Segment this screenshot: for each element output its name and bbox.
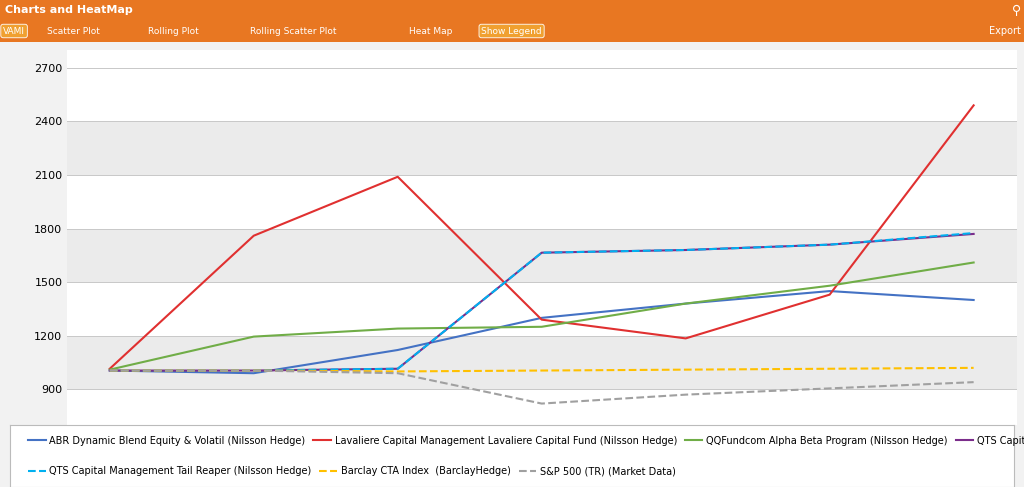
Line: QTS Capital Management Chimera (Nilsson Hedge): QTS Capital Management Chimera (Nilsson … (110, 234, 974, 371)
QQFundcom Alpha Beta Program (Nilsson Hedge) (103, 367, 116, 373)
S&P 500 (TR) (Market Data) (391, 370, 403, 376)
Line: ABR Dynamic Blend Equity & Volatil (Nilsson Hedge): ABR Dynamic Blend Equity & Volatil (Nils… (110, 291, 974, 373)
QTS Capital Management Chimera (Nilsson Hedge) (248, 368, 260, 374)
QTS Capital Management Tail Reaper (Nilsson Hedge) (103, 368, 116, 374)
QQFundcom Alpha Beta Program (Nilsson Hedge) (823, 283, 836, 289)
Barclay CTA Index  (BarclayHedge) (391, 369, 403, 375)
S&P 500 (TR) (Market Data) (536, 401, 548, 407)
ABR Dynamic Blend Equity & Volatil (Nilsson Hedge) (823, 288, 836, 294)
Barclay CTA Index  (BarclayHedge) (248, 368, 260, 374)
Barclay CTA Index  (BarclayHedge) (680, 367, 692, 373)
QTS Capital Management Chimera (Nilsson Hedge) (823, 242, 836, 247)
ABR Dynamic Blend Equity & Volatil (Nilsson Hedge) (680, 300, 692, 306)
QTS Capital Management Tail Reaper (Nilsson Hedge) (680, 247, 692, 253)
QTS Capital Management Chimera (Nilsson Hedge) (680, 247, 692, 253)
Lavaliere Capital Management Lavaliere Capital Fund (Nilsson Hedge) (680, 336, 692, 341)
QTS Capital Management Tail Reaper (Nilsson Hedge) (536, 250, 548, 256)
Text: Scatter Plot: Scatter Plot (47, 26, 100, 36)
QQFundcom Alpha Beta Program (Nilsson Hedge) (248, 334, 260, 339)
QTS Capital Management Tail Reaper (Nilsson Hedge) (248, 368, 260, 374)
QTS Capital Management Chimera (Nilsson Hedge) (391, 366, 403, 372)
QTS Capital Management Tail Reaper (Nilsson Hedge) (968, 230, 980, 236)
Bar (67, 336, 1017, 389)
S&P 500 (TR) (Market Data) (823, 386, 836, 392)
Lavaliere Capital Management Lavaliere Capital Fund (Nilsson Hedge) (968, 102, 980, 108)
Lavaliere Capital Management Lavaliere Capital Fund (Nilsson Hedge) (248, 233, 260, 239)
QTS Capital Management Chimera (Nilsson Hedge) (103, 368, 116, 374)
Barclay CTA Index  (BarclayHedge) (823, 366, 836, 372)
S&P 500 (TR) (Market Data) (968, 379, 980, 385)
Text: ⚲: ⚲ (1012, 3, 1021, 17)
QQFundcom Alpha Beta Program (Nilsson Hedge) (680, 300, 692, 306)
Barclay CTA Index  (BarclayHedge) (968, 365, 980, 371)
Barclay CTA Index  (BarclayHedge) (536, 368, 548, 374)
Lavaliere Capital Management Lavaliere Capital Fund (Nilsson Hedge) (103, 366, 116, 372)
QQFundcom Alpha Beta Program (Nilsson Hedge) (968, 260, 980, 265)
Text: VAMI: VAMI (3, 26, 25, 36)
S&P 500 (TR) (Market Data) (248, 368, 260, 374)
ABR Dynamic Blend Equity & Volatil (Nilsson Hedge) (248, 370, 260, 376)
Legend: QTS Capital Management Tail Reaper (Nilsson Hedge), Barclay CTA Index  (BarclayH: QTS Capital Management Tail Reaper (Nils… (26, 463, 679, 479)
QTS Capital Management Chimera (Nilsson Hedge) (536, 250, 548, 256)
Line: QTS Capital Management Tail Reaper (Nilsson Hedge): QTS Capital Management Tail Reaper (Nils… (110, 233, 974, 371)
QTS Capital Management Tail Reaper (Nilsson Hedge) (823, 242, 836, 247)
Barclay CTA Index  (BarclayHedge) (103, 368, 116, 374)
Line: Barclay CTA Index  (BarclayHedge): Barclay CTA Index (BarclayHedge) (110, 368, 974, 372)
ABR Dynamic Blend Equity & Volatil (Nilsson Hedge) (103, 368, 116, 374)
Line: S&P 500 (TR) (Market Data): S&P 500 (TR) (Market Data) (110, 371, 974, 404)
ABR Dynamic Blend Equity & Volatil (Nilsson Hedge) (536, 315, 548, 321)
Text: Show Legend: Show Legend (481, 26, 542, 36)
Bar (67, 68, 1017, 121)
Line: QQFundcom Alpha Beta Program (Nilsson Hedge): QQFundcom Alpha Beta Program (Nilsson He… (110, 262, 974, 370)
QQFundcom Alpha Beta Program (Nilsson Hedge) (536, 324, 548, 330)
Bar (67, 175, 1017, 228)
Bar (67, 282, 1017, 336)
Lavaliere Capital Management Lavaliere Capital Fund (Nilsson Hedge) (823, 292, 836, 298)
Text: Charts and HeatMap: Charts and HeatMap (5, 5, 133, 15)
ABR Dynamic Blend Equity & Volatil (Nilsson Hedge) (968, 297, 980, 303)
S&P 500 (TR) (Market Data) (680, 392, 692, 397)
Bar (67, 121, 1017, 175)
Lavaliere Capital Management Lavaliere Capital Fund (Nilsson Hedge) (536, 317, 548, 322)
QTS Capital Management Chimera (Nilsson Hedge) (968, 231, 980, 237)
Text: Export: Export (989, 26, 1021, 36)
QQFundcom Alpha Beta Program (Nilsson Hedge) (391, 326, 403, 332)
Bar (67, 228, 1017, 282)
S&P 500 (TR) (Market Data) (103, 368, 116, 374)
ABR Dynamic Blend Equity & Volatil (Nilsson Hedge) (391, 347, 403, 353)
Lavaliere Capital Management Lavaliere Capital Fund (Nilsson Hedge) (391, 174, 403, 180)
Line: Lavaliere Capital Management Lavaliere Capital Fund (Nilsson Hedge): Lavaliere Capital Management Lavaliere C… (110, 105, 974, 369)
Text: Heat Map: Heat Map (409, 26, 452, 36)
QTS Capital Management Tail Reaper (Nilsson Hedge) (391, 366, 403, 372)
Text: Rolling Plot: Rolling Plot (148, 26, 200, 36)
Text: Rolling Scatter Plot: Rolling Scatter Plot (250, 26, 336, 36)
